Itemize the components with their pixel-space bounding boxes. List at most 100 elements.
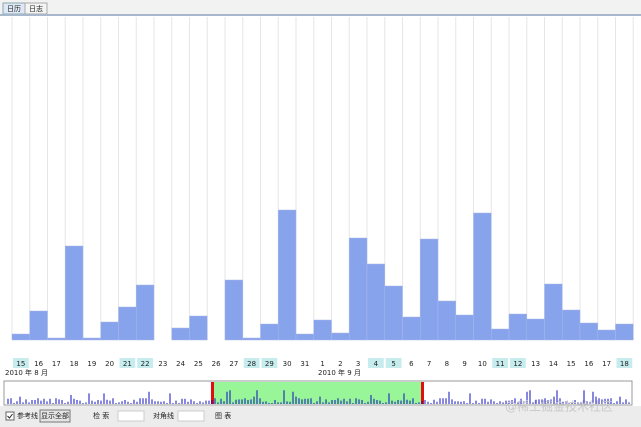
search-input[interactable] (117, 410, 145, 422)
bar (295, 333, 314, 341)
bar (420, 238, 439, 341)
label-highlight (261, 358, 278, 368)
bar (579, 322, 598, 341)
label-highlight (510, 358, 526, 368)
x-tick-label: 19 (87, 360, 96, 368)
bar (491, 328, 510, 341)
bar (349, 237, 368, 341)
x-tick-label: 5 (391, 360, 395, 368)
x-tick-label: 10 (478, 360, 487, 368)
x-tick-label: 31 (300, 360, 309, 368)
x-tick-label: 26 (212, 360, 221, 368)
x-tick-label: 6 (409, 360, 414, 368)
bar (82, 337, 101, 341)
x-tick-label: 24 (176, 360, 185, 368)
x-tick-label: 22 (141, 360, 150, 368)
bar (526, 318, 545, 341)
x-tick-label: 11 (496, 360, 505, 368)
watermark: @稀土掘金技术社区 (505, 399, 613, 414)
bar (331, 332, 350, 341)
label-highlight (492, 358, 508, 368)
bar (455, 314, 474, 341)
x-tick-label: 1 (320, 360, 324, 368)
x-tick-label: 21 (123, 360, 132, 368)
diagonal-input[interactable] (177, 410, 205, 422)
x-tick-label: 17 (602, 360, 611, 368)
checkbox-label: 参考线 (17, 411, 38, 420)
selection-handle[interactable] (211, 382, 214, 404)
bar (100, 321, 119, 341)
bar (278, 209, 297, 341)
selection-handle[interactable] (421, 382, 424, 404)
bar (437, 300, 456, 341)
bar (11, 333, 30, 341)
bar (562, 309, 581, 341)
tab-label: 日历 (7, 5, 21, 13)
bar (29, 310, 48, 341)
x-tick-label: 7 (427, 360, 431, 368)
bar (313, 319, 332, 341)
x-tick-label: 30 (283, 360, 292, 368)
overview-spikes (7, 390, 630, 404)
x-tick-label: 14 (549, 360, 558, 368)
bar (473, 212, 492, 341)
chart-label[interactable]: 图 表 (215, 411, 231, 420)
x-tick-label: 15 (567, 360, 576, 368)
label-highlight (616, 358, 633, 368)
x-tick-label: 12 (513, 360, 522, 368)
bar (136, 284, 155, 341)
label-highlight (137, 358, 153, 368)
button-label[interactable]: 显示全部 (41, 411, 69, 420)
bar (118, 306, 137, 341)
bar (242, 337, 261, 341)
tab-label: 日志 (29, 4, 43, 13)
x-tick-label: 18 (620, 360, 629, 368)
x-tick-label: 16 (584, 360, 593, 368)
button[interactable] (39, 409, 71, 423)
x-tick-label: 13 (531, 360, 540, 368)
x-tick-label: 17 (52, 360, 61, 368)
tab-bar (0, 0, 641, 14)
label-highlight (119, 358, 136, 368)
month-label: 2010 年 9 月 (318, 368, 361, 377)
x-tick-label: 25 (194, 360, 203, 368)
diagonal-label[interactable]: 对角线 (153, 411, 174, 420)
bar (260, 323, 279, 341)
check-mark (7, 413, 13, 419)
x-tick-label: 20 (105, 360, 114, 368)
toolbar (0, 406, 641, 427)
bar (384, 285, 403, 341)
x-tick-label: 16 (34, 360, 43, 368)
search-label[interactable]: 检 索 (93, 411, 109, 420)
bar (171, 327, 190, 341)
bar (189, 315, 208, 341)
x-tick-label: 23 (158, 360, 167, 368)
x-tick-label: 28 (247, 360, 256, 368)
x-tick-label: 8 (445, 360, 449, 368)
x-tick-label: 29 (265, 360, 274, 368)
month-label: 2010 年 8 月 (5, 368, 48, 377)
x-tick-label: 9 (462, 360, 466, 368)
x-tick-label: 3 (356, 360, 360, 368)
label-highlight (13, 358, 29, 368)
bar (65, 245, 84, 341)
bar (615, 323, 634, 341)
checkbox[interactable] (5, 411, 15, 421)
bar (597, 329, 616, 341)
x-tick-label: 18 (70, 360, 79, 368)
bar (47, 337, 66, 341)
x-tick-label: 27 (229, 360, 238, 368)
bar (402, 316, 421, 341)
bar (366, 263, 385, 341)
x-tick-label: 4 (374, 360, 379, 368)
x-tick-label: 2 (338, 360, 342, 368)
label-highlight (368, 358, 384, 368)
bar (224, 279, 243, 341)
label-highlight (243, 358, 260, 368)
bar (508, 313, 527, 341)
bar (544, 283, 563, 341)
x-tick-label: 15 (16, 360, 25, 368)
label-highlight (385, 358, 402, 368)
